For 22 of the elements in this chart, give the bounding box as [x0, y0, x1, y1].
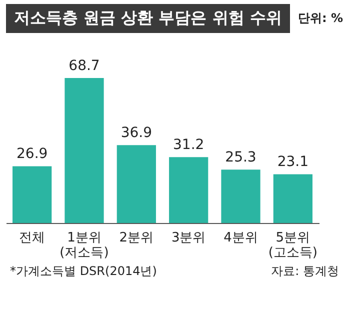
bar	[221, 170, 260, 223]
bar	[273, 174, 312, 223]
data-label: 31.2	[172, 137, 204, 154]
bar	[12, 166, 52, 223]
x-tick-label: 2분위	[119, 230, 154, 246]
text: *가계소득별 DSR(2014년)	[10, 263, 157, 280]
x-tick-label: 4분위	[224, 230, 258, 246]
data-label: 23.1	[277, 154, 309, 170]
x-tick-label: 5분위 (고소득)	[268, 230, 318, 260]
bar	[169, 157, 208, 223]
text: 자료: 통계청	[271, 263, 339, 280]
x-tick-label: 3분위	[171, 230, 206, 246]
bar	[64, 78, 104, 223]
x-tick-label: 전체	[19, 230, 46, 246]
data-label: 26.9	[16, 146, 48, 162]
chart-subtitle: 단위: %	[298, 10, 343, 27]
data-label: 25.3	[225, 150, 256, 166]
x-tick-label: 1분위 (저소득)	[60, 230, 109, 260]
data-label: 36.9	[120, 125, 152, 142]
data-label: 68.7	[68, 58, 100, 74]
bar	[116, 145, 156, 223]
chart-title: 저소득층 원금 상환 부담은 위험 수위	[6, 4, 290, 33]
